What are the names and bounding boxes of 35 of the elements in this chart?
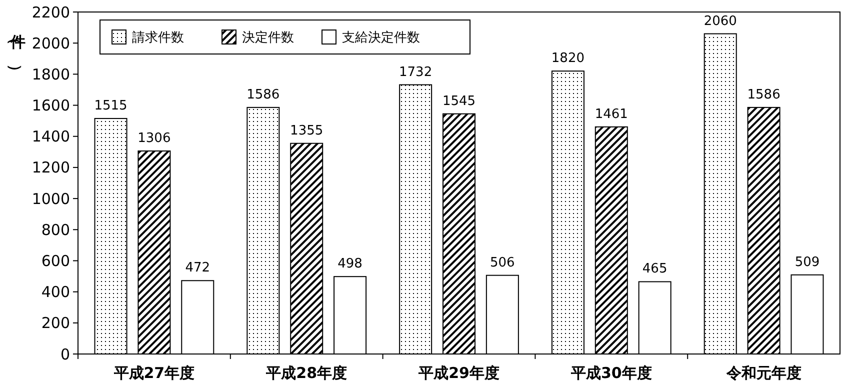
legend-label: 決定件数 <box>242 30 294 46</box>
data-label: 472 <box>185 260 210 276</box>
data-label: 1732 <box>399 64 432 80</box>
data-label: 1355 <box>290 123 324 138</box>
y-tick-label: 800 <box>41 220 70 239</box>
data-label: 1820 <box>551 51 585 66</box>
y-tick-label: 0 <box>60 345 70 364</box>
data-label: 1545 <box>442 94 476 109</box>
data-label: 1515 <box>94 98 128 114</box>
y-tick-label: 1000 <box>32 190 70 208</box>
x-tick-label: 平成27年度 <box>112 364 195 382</box>
x-tick-label: 平成29年度 <box>418 364 500 382</box>
data-label: 498 <box>338 256 362 272</box>
data-label: 1586 <box>246 87 280 102</box>
x-tick-label: 平成30年度 <box>570 364 652 382</box>
data-label: 1461 <box>594 106 628 122</box>
y-tick-label: 1400 <box>32 128 70 146</box>
y-tick-label: 200 <box>41 314 70 332</box>
data-label: 1586 <box>747 87 780 102</box>
y-tick-label: 600 <box>41 252 70 270</box>
data-label: 1306 <box>138 130 171 146</box>
x-tick-label: 令和元年度 <box>725 364 802 382</box>
data-label: 509 <box>794 254 820 270</box>
legend-label: 請求件数 <box>132 30 184 46</box>
y-tick-label: 400 <box>41 283 70 302</box>
data-label: 465 <box>642 262 668 277</box>
legend-label: 支給決定件数 <box>342 30 420 46</box>
y-tick-label: 1200 <box>32 158 70 177</box>
y-tick-label: 2000 <box>32 34 70 52</box>
y-tick-label: 2200 <box>32 3 70 22</box>
data-label: 506 <box>490 255 515 270</box>
y-tick-label: 1600 <box>32 96 70 115</box>
x-tick-label: 平成28年度 <box>265 364 348 382</box>
data-label: 2060 <box>704 14 737 29</box>
y-tick-label: 1800 <box>32 65 70 84</box>
